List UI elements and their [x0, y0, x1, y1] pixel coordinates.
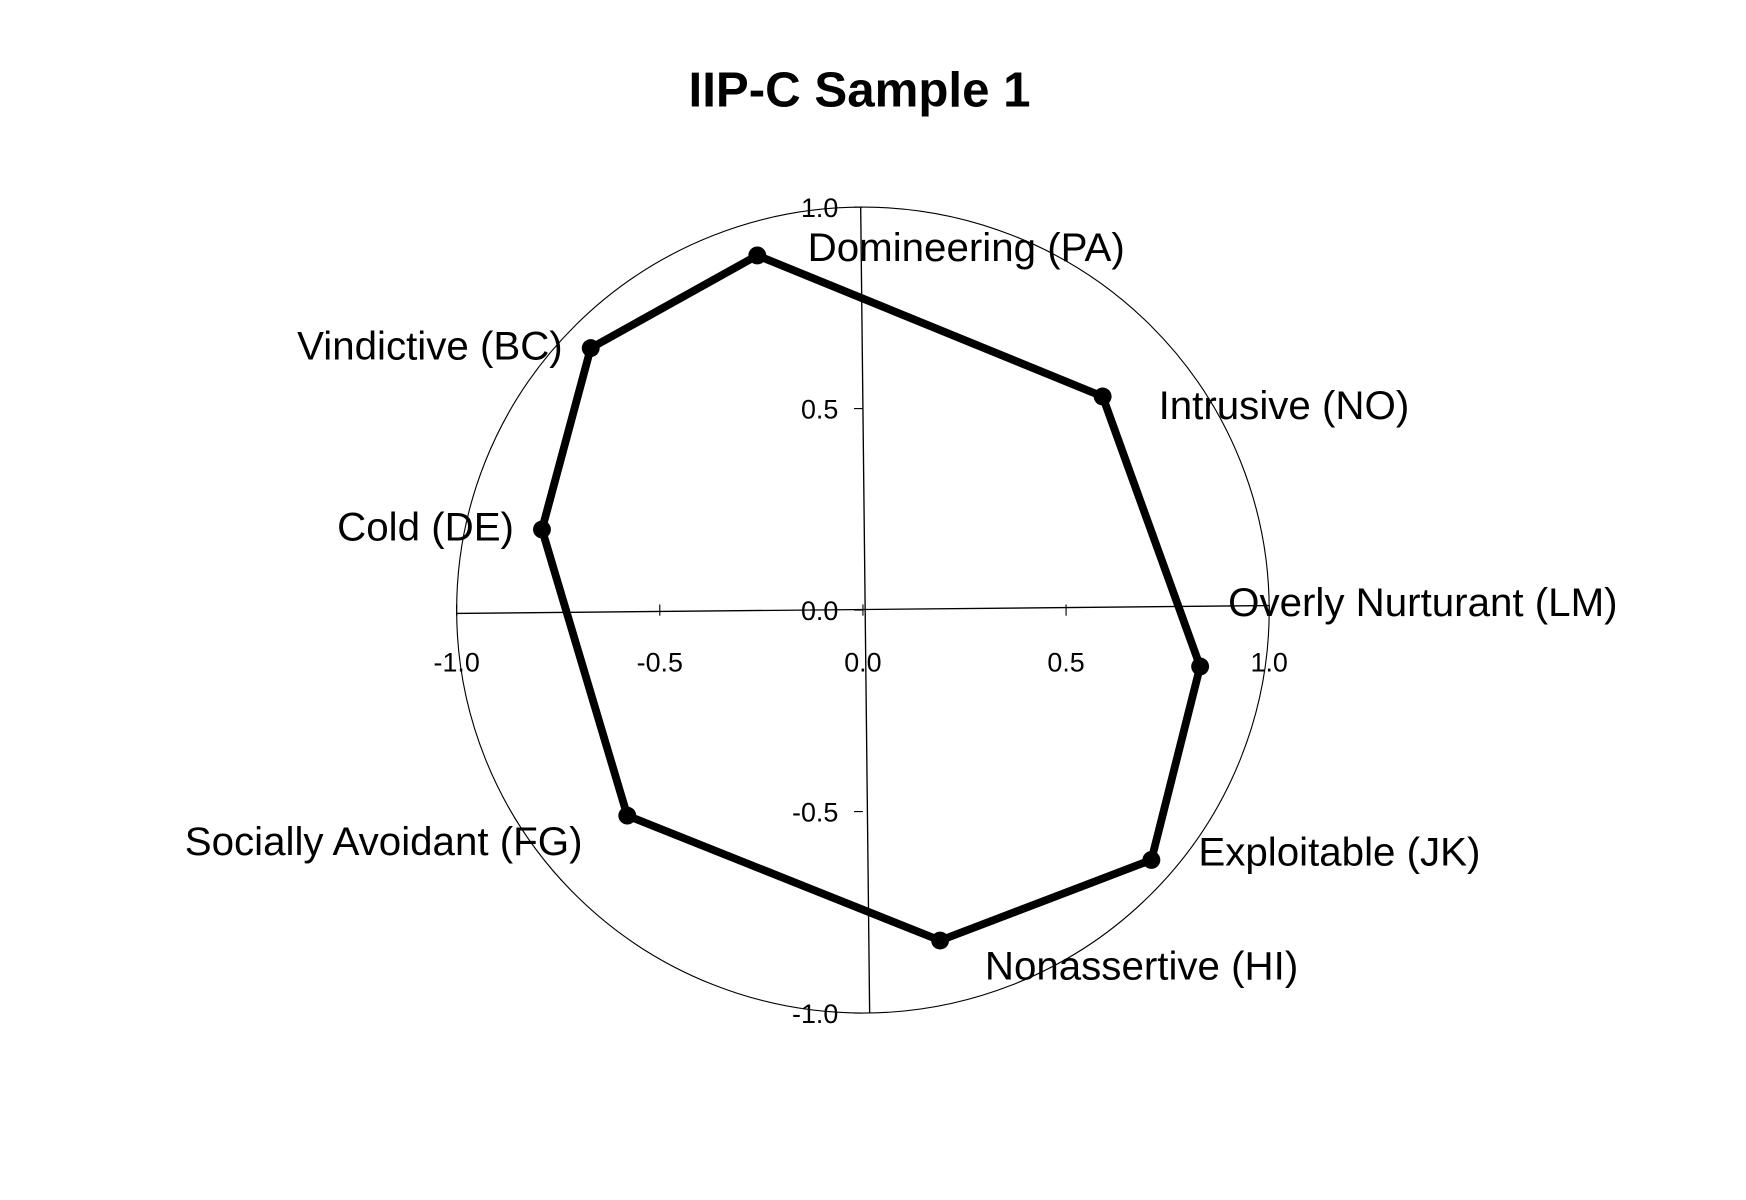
x-tick-label: -1.0	[433, 648, 479, 678]
y-tick-label: -0.5	[792, 798, 838, 828]
point-label: Socially Avoidant (FG)	[185, 819, 583, 864]
point-label: Cold (DE)	[337, 505, 514, 550]
y-tick-label: -1.0	[792, 999, 838, 1029]
profile-polygon	[533, 246, 1210, 950]
point-label: Overly Nurturant (LM)	[1228, 580, 1617, 625]
data-point	[581, 339, 600, 358]
y-tick-label: 0.0	[801, 596, 838, 626]
point-labels: Domineering (PA) Intrusive (NO) Overly Nur…	[185, 225, 1618, 989]
data-point	[1142, 850, 1161, 869]
data-point	[931, 931, 950, 950]
point-label: Domineering (PA)	[808, 225, 1125, 270]
x-tick-label: 0.0	[844, 648, 881, 678]
x-tick-label: -0.5	[637, 648, 683, 678]
point-label: Vindictive (BC)	[297, 323, 563, 368]
y-axis	[860, 207, 871, 1014]
data-point	[533, 520, 551, 539]
x-tick-label: 0.5	[1047, 648, 1084, 678]
y-tick-label: 0.5	[801, 395, 838, 425]
data-point	[618, 806, 637, 825]
data-point	[1093, 387, 1112, 406]
data-point	[1191, 657, 1210, 676]
data-point	[748, 246, 767, 265]
point-label: Intrusive (NO)	[1159, 383, 1410, 428]
point-label: Nonassertive (HI)	[985, 944, 1298, 989]
y-tick-label: 1.0	[801, 193, 838, 223]
profile-line	[538, 251, 1205, 945]
x-tick-label: 1.0	[1251, 648, 1288, 678]
point-label: Exploitable (JK)	[1198, 830, 1480, 875]
axes: -1.0 -0.5 0.0 0.5 1.0 1.0 0.5 0.0 -0.5 -1.0	[433, 193, 1287, 1029]
chart-title: IIP-C Sample 1	[689, 62, 1031, 117]
